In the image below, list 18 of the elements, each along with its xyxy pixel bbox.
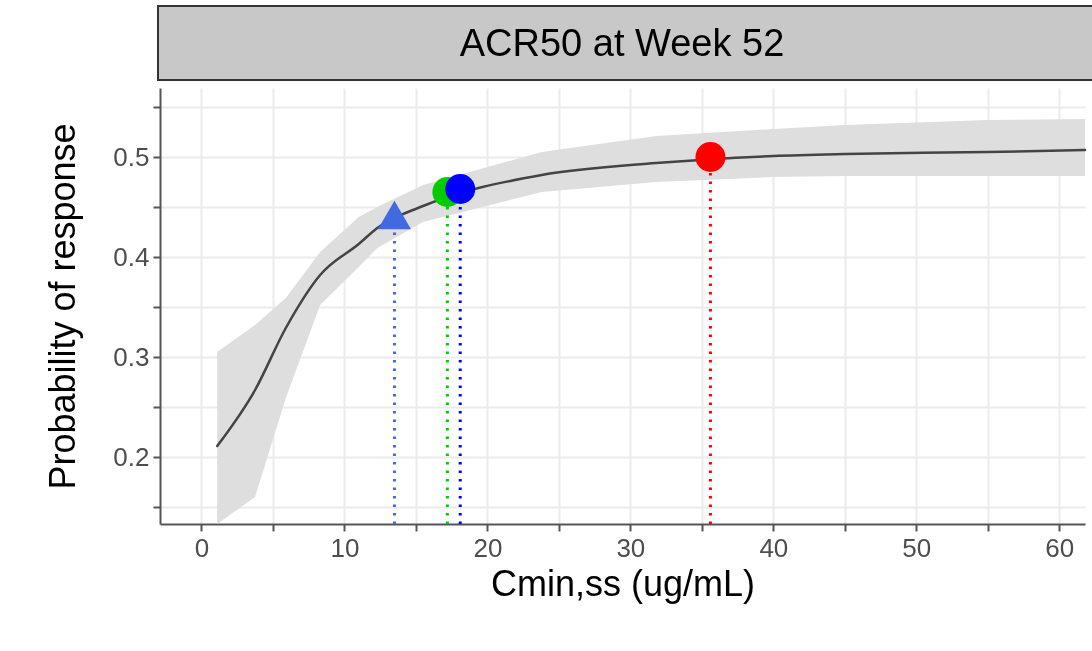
x-tick-label: 30	[616, 532, 646, 563]
y-tick-label: 0.3	[113, 341, 150, 372]
x-tick-label: 40	[759, 532, 789, 563]
chart-title: ACR50 at Week 52	[459, 21, 785, 66]
y-axis-title: Probability of response	[42, 123, 84, 490]
y-tick-label: 0.5	[113, 141, 150, 172]
y-tick-label: 0.2	[113, 441, 150, 472]
x-tick-label: 10	[330, 532, 360, 563]
x-axis-title: Cmin,ss (ug/mL)	[490, 562, 756, 604]
x-tick-label: 0	[194, 532, 210, 563]
point	[445, 174, 476, 204]
x-tick-label: 20	[473, 532, 503, 563]
x-tick-label: 60	[1045, 532, 1075, 563]
point	[695, 142, 726, 172]
line-series	[215, 148, 1087, 448]
y-tick-label: 0.4	[113, 241, 150, 272]
point	[377, 200, 412, 230]
x-tick-label: 50	[902, 532, 932, 563]
